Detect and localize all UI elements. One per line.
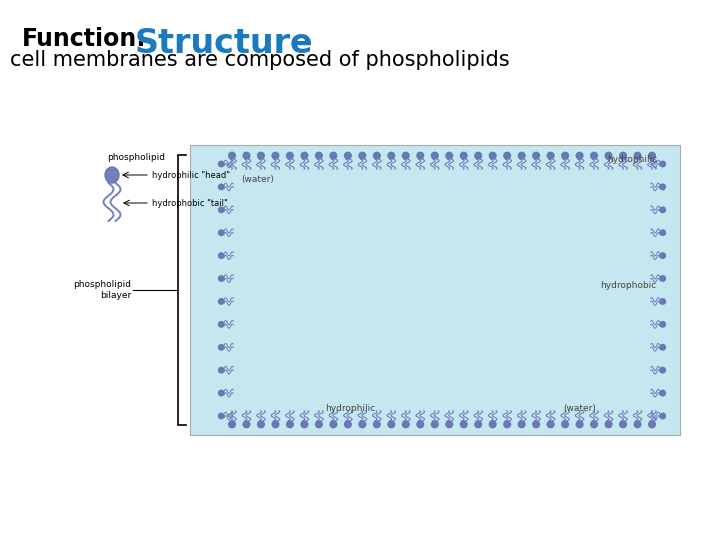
Circle shape [590,152,598,159]
Circle shape [219,207,224,213]
Circle shape [490,421,496,428]
Bar [190,145,680,435]
Circle shape [606,152,612,159]
Text: (water): (water) [242,175,274,184]
Circle shape [219,161,224,167]
Text: phospholipid: phospholipid [107,153,165,162]
Circle shape [518,152,525,159]
Circle shape [533,421,539,428]
Circle shape [374,152,380,159]
Circle shape [287,152,293,159]
Circle shape [431,152,438,159]
Circle shape [475,421,482,428]
Circle shape [219,230,224,235]
Circle shape [359,421,366,428]
Circle shape [606,421,612,428]
Circle shape [562,421,569,428]
Circle shape [417,421,423,428]
Circle shape [660,345,665,350]
Text: hydrophilic: hydrophilic [607,155,657,164]
Circle shape [660,184,665,190]
Circle shape [417,152,423,159]
Circle shape [660,322,665,327]
Circle shape [243,152,250,159]
Circle shape [344,421,351,428]
Circle shape [634,421,641,428]
Circle shape [431,421,438,428]
Text: Structure: Structure [135,27,314,60]
Circle shape [243,421,250,428]
Circle shape [460,421,467,428]
Circle shape [620,421,626,428]
Circle shape [219,184,224,190]
Circle shape [634,152,641,159]
Text: hydrophilic: hydrophilic [325,404,375,413]
Text: hydrophobic: hydrophobic [600,280,656,289]
Circle shape [359,152,366,159]
Circle shape [660,161,665,167]
Circle shape [620,152,626,159]
Circle shape [660,253,665,258]
Circle shape [272,421,279,428]
Circle shape [533,152,539,159]
Circle shape [219,253,224,258]
Circle shape [504,421,510,428]
Circle shape [388,421,395,428]
Circle shape [315,421,323,428]
Circle shape [660,230,665,235]
Circle shape [576,152,583,159]
Circle shape [402,152,409,159]
Text: Function:: Function: [22,27,147,51]
Circle shape [219,299,224,304]
Circle shape [219,390,224,396]
Text: hydrophilic "head": hydrophilic "head" [152,171,230,179]
Circle shape [219,345,224,350]
Circle shape [590,421,598,428]
Circle shape [660,390,665,396]
Circle shape [460,152,467,159]
Circle shape [547,152,554,159]
Ellipse shape [105,167,119,183]
Circle shape [229,421,235,428]
Text: cell membranes are composed of phospholipids: cell membranes are composed of phospholi… [10,50,510,70]
Circle shape [660,367,665,373]
Circle shape [229,152,235,159]
Circle shape [388,152,395,159]
Circle shape [649,421,655,428]
Circle shape [402,421,409,428]
Circle shape [219,322,224,327]
Circle shape [330,421,337,428]
Circle shape [446,421,453,428]
Circle shape [219,367,224,373]
Circle shape [219,413,224,418]
Circle shape [258,421,264,428]
Circle shape [660,207,665,213]
Circle shape [660,413,665,418]
Circle shape [258,152,264,159]
Circle shape [301,152,307,159]
Circle shape [562,152,569,159]
Circle shape [315,152,323,159]
Text: (water): (water) [564,404,596,413]
Text: hydrophobic "tail": hydrophobic "tail" [152,199,228,207]
Circle shape [660,276,665,281]
Circle shape [272,152,279,159]
Circle shape [490,152,496,159]
Circle shape [504,152,510,159]
Circle shape [475,152,482,159]
Circle shape [660,299,665,304]
Circle shape [446,152,453,159]
Circle shape [576,421,583,428]
Circle shape [649,152,655,159]
Circle shape [374,421,380,428]
Circle shape [287,421,293,428]
Circle shape [219,276,224,281]
Circle shape [330,152,337,159]
Circle shape [301,421,307,428]
Circle shape [518,421,525,428]
Text: phospholipid
bilayer: phospholipid bilayer [73,280,131,300]
Circle shape [547,421,554,428]
Circle shape [344,152,351,159]
